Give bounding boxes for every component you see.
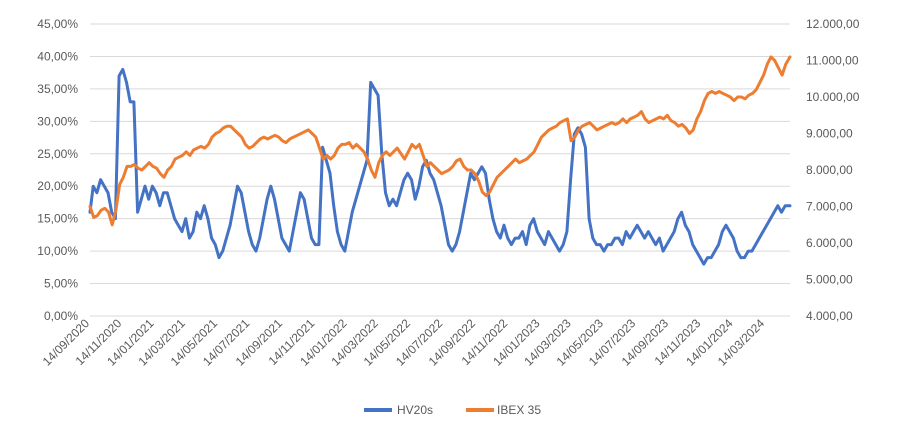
left-axis-tick-label: 25,00% [37,147,78,161]
right-axis-tick-label: 5.000,00 [806,273,853,287]
right-axis-tick-label: 11.000,00 [806,54,859,68]
right-axis-tick-label: 4.000,00 [806,309,853,323]
right-axis-tick-label: 7.000,00 [806,200,853,214]
right-axis-ticks: 4.000,00 5.000,00 6.000,00 7.000,00 8.000,00… [806,17,860,323]
x-axis-ticks: 14/09/202014/11/202014/01/202114/03/2021… [40,316,768,369]
left-axis-ticks: 0,00% 5,00% 10,00% 15,00% 20,00% 25,00% 30,00%… [37,17,78,323]
series-line-hv20s [88,67,792,266]
left-axis-tick-label: 45,00% [37,17,78,31]
right-axis-tick-label: 9.000,00 [806,127,853,141]
left-axis-tick-label: 35,00% [37,82,78,96]
right-axis-tick-label: 10.000,00 [806,90,860,104]
left-axis-tick-label: 15,00% [37,212,78,226]
left-axis-tick-label: 10,00% [37,244,78,258]
right-axis-tick-label: 6.000,00 [806,236,853,250]
legend-label-ibex35: IBEX 35 [497,403,541,417]
legend: HV20s IBEX 35 [364,403,541,417]
legend-label-hv20s: HV20s [397,403,433,417]
left-axis-tick-label: 40,00% [37,49,78,63]
left-axis-tick-label: 20,00% [37,179,78,193]
left-axis-tick-label: 30,00% [37,114,78,128]
right-axis-tick-label: 8.000,00 [806,163,853,177]
left-axis-tick-label: 0,00% [44,309,78,323]
left-axis-tick-label: 5,00% [44,277,78,291]
series-line-ibex35 [88,55,792,227]
series-lines [88,55,792,266]
right-axis-tick-label: 12.000,00 [806,17,860,31]
